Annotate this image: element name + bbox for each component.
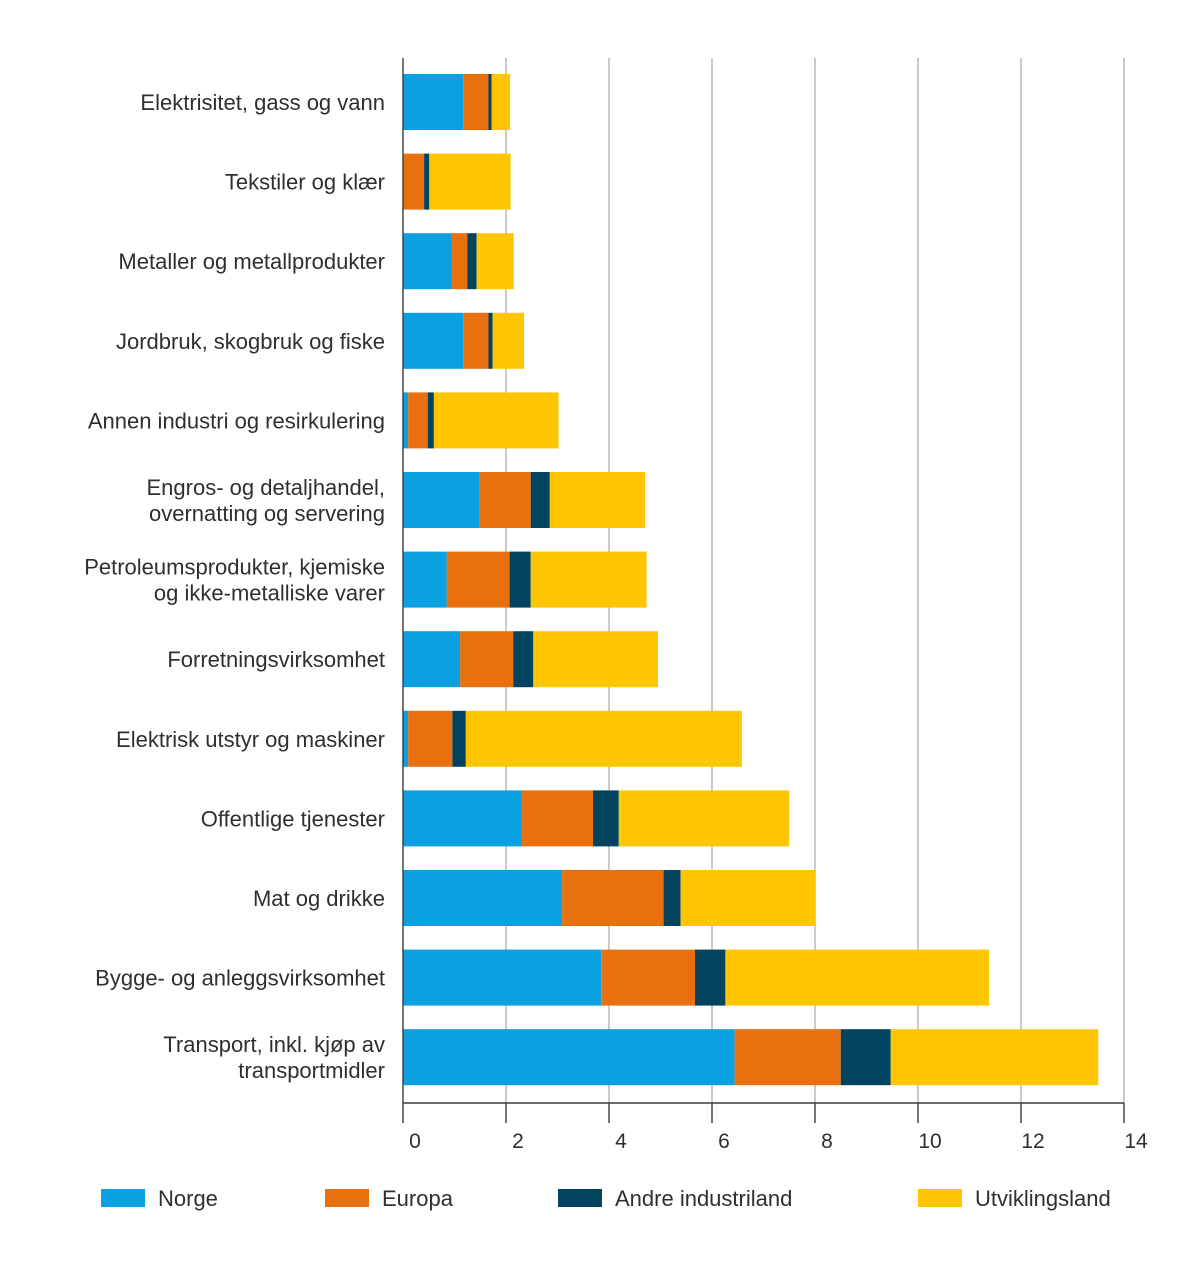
legend-swatch [325,1189,369,1207]
bar-segment-andre-industriland [467,233,477,290]
bar-segment-norge [403,551,447,608]
category-label: Jordbruk, skogbruk og fiske [116,329,385,354]
x-tick-label: 8 [821,1130,833,1153]
bar-segment-norge [403,1029,735,1086]
bar-segment-utviklingsland [491,74,511,130]
category-label: overnatting og servering [149,501,385,526]
bar-segment-europa [451,233,468,290]
bar-segment-norge [403,472,480,528]
bar-segment-utviklingsland [465,710,742,767]
bar-segment-utviklingsland [725,949,990,1006]
category-label: Tekstiler og klær [225,170,385,195]
bar-segment-andre-industriland [452,710,466,767]
bar-segment-europa [601,949,696,1006]
bar-segment-europa [460,631,514,688]
category-label: Bygge- og anleggsvirksomhet [95,966,385,991]
bar-segment-norge [403,74,464,130]
category-label: Offentlige tjenester [201,806,385,831]
legend: Norge Europa Andre industriland Utviklingsl… [101,1186,1111,1211]
bar-segment-europa [408,392,428,449]
bar-segment-utviklingsland [549,472,646,528]
category-label: Transport, inkl. kjøp av [163,1032,385,1057]
bar-segment-europa [403,153,425,210]
bar-segment-utviklingsland [476,233,514,290]
x-tick-label: 0 [409,1130,421,1153]
legend-swatch [918,1189,962,1207]
category-label: transportmidler [238,1058,385,1083]
x-tick-label: 14 [1124,1130,1148,1153]
category-labels: Elektrisitet, gass og vann Tekstiler og k… [84,90,385,1083]
legend-label: Utviklingsland [975,1186,1111,1211]
bar-segment-europa [479,472,531,528]
bar-segment-utviklingsland [533,631,658,688]
bar-segment-norge [403,233,452,290]
x-tick-label: 4 [615,1130,627,1153]
category-label: Elektrisitet, gass og vann [140,90,385,115]
bar-segment-europa [463,74,489,130]
bar-segment-utviklingsland [618,790,790,847]
bar-area [403,74,1099,1086]
category-label: Petroleumsprodukter, kjemiske [84,555,385,580]
legend-label: Norge [158,1186,218,1211]
bar-segment-utviklingsland [492,312,525,369]
legend-swatch [101,1189,145,1207]
category-label: Elektrisk utstyr og maskiner [116,727,385,752]
category-label: Engros- og detaljhandel, [147,475,386,500]
x-tick-label: 6 [718,1130,730,1153]
bar-segment-utviklingsland [429,153,511,210]
bar-segment-norge [403,870,563,926]
bar-segment-utviklingsland [530,551,647,608]
bar-segment-europa [408,710,453,767]
bar-segment-andre-industriland [663,870,681,926]
category-label: Metaller og metallprodukter [118,249,385,274]
legend-label: Europa [382,1186,454,1211]
legend-label: Andre industriland [615,1186,792,1211]
bar-segment-andre-industriland [695,949,726,1006]
bar-segment-utviklingsland [433,392,559,449]
bar-segment-europa [562,870,664,926]
x-tick-label: 2 [512,1130,524,1153]
bar-segment-andre-industriland [509,551,531,608]
category-label: Mat og drikke [253,886,385,911]
bar-segment-andre-industriland [593,790,619,847]
bar-segment-europa [463,312,489,369]
bar-segment-andre-industriland [424,153,430,210]
category-label: Annen industri og resirkulering [88,408,385,433]
bar-segment-norge [403,392,409,449]
bar-segment-andre-industriland [488,312,493,369]
bar-segment-andre-industriland [840,1029,891,1086]
bar-segment-norge [403,312,464,369]
x-tick-label: 10 [918,1130,941,1153]
x-tick-label: 12 [1021,1130,1044,1153]
bar-segment-andre-industriland [488,74,492,130]
bar-segment-europa [734,1029,841,1086]
bar-segment-europa [521,790,594,847]
bar-segment-norge [403,790,522,847]
bar-segment-utviklingsland [680,870,815,926]
bar-segment-andre-industriland [513,631,534,688]
bar-segment-norge [403,710,409,767]
category-label: og ikke-metalliske varer [154,581,385,606]
category-label: Forretningsvirksomhet [167,647,385,672]
bar-segment-andre-industriland [427,392,434,449]
bar-segment-norge [403,949,602,1006]
x-axis: 0 2 4 6 8 10 12 14 [402,58,1148,1153]
bar-segment-andre-industriland [530,472,550,528]
bar-segment-europa [446,551,510,608]
bar-segment-utviklingsland [890,1029,1099,1086]
gridlines [505,58,1125,1103]
legend-swatch [558,1189,602,1207]
bar-segment-norge [403,631,461,688]
